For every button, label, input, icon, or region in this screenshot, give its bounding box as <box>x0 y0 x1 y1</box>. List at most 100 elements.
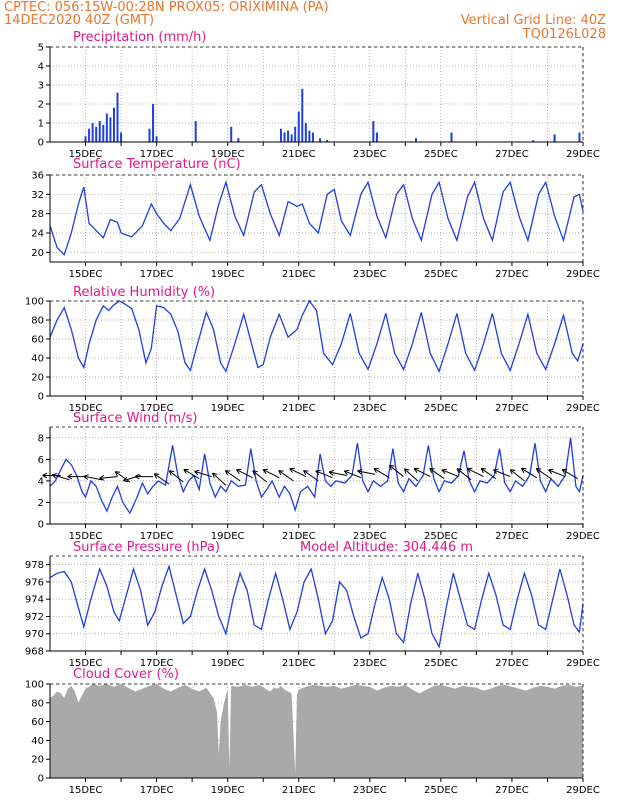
wind-arrow-head <box>236 468 242 474</box>
pressure-xtick-label: 19DEC <box>211 658 245 669</box>
precip-bar <box>304 123 307 142</box>
wind-arrow <box>373 467 390 479</box>
temperature-xtick-label: 29DEC <box>566 269 600 280</box>
wind-arrow <box>429 468 445 480</box>
wind-arrow-head <box>278 470 284 476</box>
wind-arrow-head <box>42 472 48 479</box>
wind-arrow <box>236 469 253 479</box>
precipitation-ytick-label: 5 <box>38 43 44 54</box>
wind-ytick-label: 2 <box>38 498 44 509</box>
precipitation-xtick-label: 19DEC <box>211 149 245 160</box>
wind-arrow-head <box>289 467 295 473</box>
temperature-xtick-label: 25DEC <box>424 269 458 280</box>
wind-xtick-label: 19DEC <box>211 531 245 542</box>
pressure-xtick-label: 25DEC <box>424 658 458 669</box>
wind-arrow <box>303 470 319 482</box>
wind-xtick-label: 27DEC <box>495 531 529 542</box>
precipitation-xtick-label: 17DEC <box>140 149 174 160</box>
precip-bar <box>532 140 535 142</box>
wind-arrow-head <box>123 476 129 483</box>
precip-bar <box>91 123 94 142</box>
wind-xtick-label: 25DEC <box>424 531 458 542</box>
cloud-ytick-label: 40 <box>31 736 44 747</box>
wind-arrow-head <box>509 469 516 475</box>
wind-arrow-head <box>153 473 160 479</box>
precip-bar <box>311 132 314 142</box>
cloud-xtick-label: 17DEC <box>140 785 174 796</box>
wind-arrow <box>194 470 212 478</box>
precipitation-ytick-label: 1 <box>38 119 44 130</box>
header-model-code: TQ0126L028 <box>522 27 606 42</box>
wind-arrow-head <box>212 472 218 479</box>
temperature-xtick-label: 23DEC <box>353 269 387 280</box>
wind-arrow <box>168 470 184 483</box>
wind-arrow <box>480 468 497 480</box>
humidity-xtick-label: 19DEC <box>211 403 245 414</box>
wind-arrow-head <box>134 473 140 480</box>
precip-bar <box>578 132 581 142</box>
wind-panel-title: Surface Wind (m/s) <box>73 411 197 426</box>
wind-xtick-label: 29DEC <box>566 531 600 542</box>
pressure-xtick-label: 23DEC <box>353 658 387 669</box>
pressure-ytick-label: 974 <box>25 595 44 606</box>
pressure-ytick-label: 970 <box>25 629 44 640</box>
wind-arrow-head <box>183 468 189 475</box>
wind-series-line <box>49 437 584 515</box>
precip-bar <box>279 128 282 142</box>
wind-arrow <box>83 475 102 481</box>
pressure-ytick-label: 968 <box>25 647 44 658</box>
wind-arrow <box>99 476 118 479</box>
wind-arrow <box>413 468 431 478</box>
cloud-ytick-label: 20 <box>31 755 44 766</box>
wind-arrow <box>521 467 538 479</box>
wind-ytick-label: 6 <box>38 455 44 466</box>
humidity-ytick-label: 0 <box>38 392 44 403</box>
wind-arrow-head <box>67 473 73 480</box>
precip-bar <box>230 126 233 142</box>
wind-arrow <box>212 472 227 486</box>
wind-xtick-label: 23DEC <box>353 531 387 542</box>
wind-arrow <box>548 469 566 478</box>
wind-arrow-head <box>389 464 395 471</box>
temperature-xtick-label: 21DEC <box>282 269 316 280</box>
wind-arrow-head <box>194 469 200 476</box>
wind-arrow <box>289 468 307 478</box>
pressure-xtick-label: 21DEC <box>282 658 316 669</box>
wind-arrow-head <box>548 468 554 475</box>
wind-xtick-label: 21DEC <box>282 531 316 542</box>
humidity-panel-title: Relative Humidity (%) <box>73 285 215 300</box>
wind-arrow-head <box>315 469 321 476</box>
wind-arrow-head <box>252 470 258 476</box>
wind-arrow <box>357 470 376 475</box>
precipitation-xtick-label: 27DEC <box>495 149 529 160</box>
cloud-xtick-label: 27DEC <box>495 785 529 796</box>
temperature-ytick-label: 20 <box>31 248 44 259</box>
wind-arrow <box>154 473 170 485</box>
wind-arrow <box>535 468 552 480</box>
header-station: CPTEC: 056:15W-00:28N PROX05: ORIXIMINA … <box>4 0 329 15</box>
pressure-panel-title: Surface Pressure (hPa) <box>73 540 220 555</box>
humidity-ytick-label: 60 <box>31 335 44 346</box>
precip-bar <box>283 132 286 142</box>
wind-arrow-head <box>224 470 231 476</box>
precipitation-ytick-label: 2 <box>38 100 44 111</box>
humidity-xtick-label: 23DEC <box>353 403 387 414</box>
header-date: 14DEC2020 40Z (GMT) <box>4 13 155 28</box>
precip-bar <box>372 121 375 142</box>
temperature-ytick-label: 28 <box>31 209 44 220</box>
cloud-ytick-label: 60 <box>31 717 44 728</box>
precipitation-panel-title: Precipitation (mm/h) <box>73 30 206 45</box>
precip-bar <box>194 121 197 142</box>
precip-bar <box>450 132 453 142</box>
wind-arrow <box>252 470 268 483</box>
precip-bar <box>105 113 108 142</box>
precip-bar <box>116 92 119 142</box>
precip-bar <box>414 138 417 142</box>
precip-bar <box>287 130 290 142</box>
cloud-xtick-label: 21DEC <box>282 785 316 796</box>
precip-bar <box>319 138 322 142</box>
temperature-ytick-label: 24 <box>31 229 44 240</box>
cloud-ytick-label: 100 <box>25 680 44 691</box>
pressure-ytick-label: 976 <box>25 577 44 588</box>
